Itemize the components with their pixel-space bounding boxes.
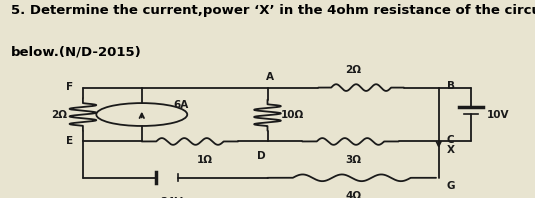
Text: 3Ω: 3Ω <box>345 155 361 165</box>
Text: 24V: 24V <box>160 197 182 198</box>
Text: 10Ω: 10Ω <box>281 109 304 120</box>
Text: F: F <box>66 82 73 92</box>
Text: D: D <box>257 151 265 161</box>
Text: C: C <box>447 135 454 145</box>
Text: 10V: 10V <box>487 109 509 120</box>
Text: 2Ω: 2Ω <box>345 66 361 75</box>
Text: 6A: 6A <box>174 100 189 110</box>
Text: 4Ω: 4Ω <box>345 191 361 198</box>
Text: 5. Determine the current,power ‘X’ in the 4ohm resistance of the circuit shown i: 5. Determine the current,power ‘X’ in th… <box>11 4 535 17</box>
Text: G: G <box>447 181 455 191</box>
Text: X: X <box>447 145 455 154</box>
Text: A: A <box>266 71 274 82</box>
Text: below.(N/D-2015): below.(N/D-2015) <box>11 45 141 58</box>
Text: 1Ω: 1Ω <box>197 155 212 165</box>
Text: B: B <box>447 81 455 91</box>
Text: E: E <box>66 136 73 146</box>
Text: 2Ω: 2Ω <box>51 109 67 120</box>
